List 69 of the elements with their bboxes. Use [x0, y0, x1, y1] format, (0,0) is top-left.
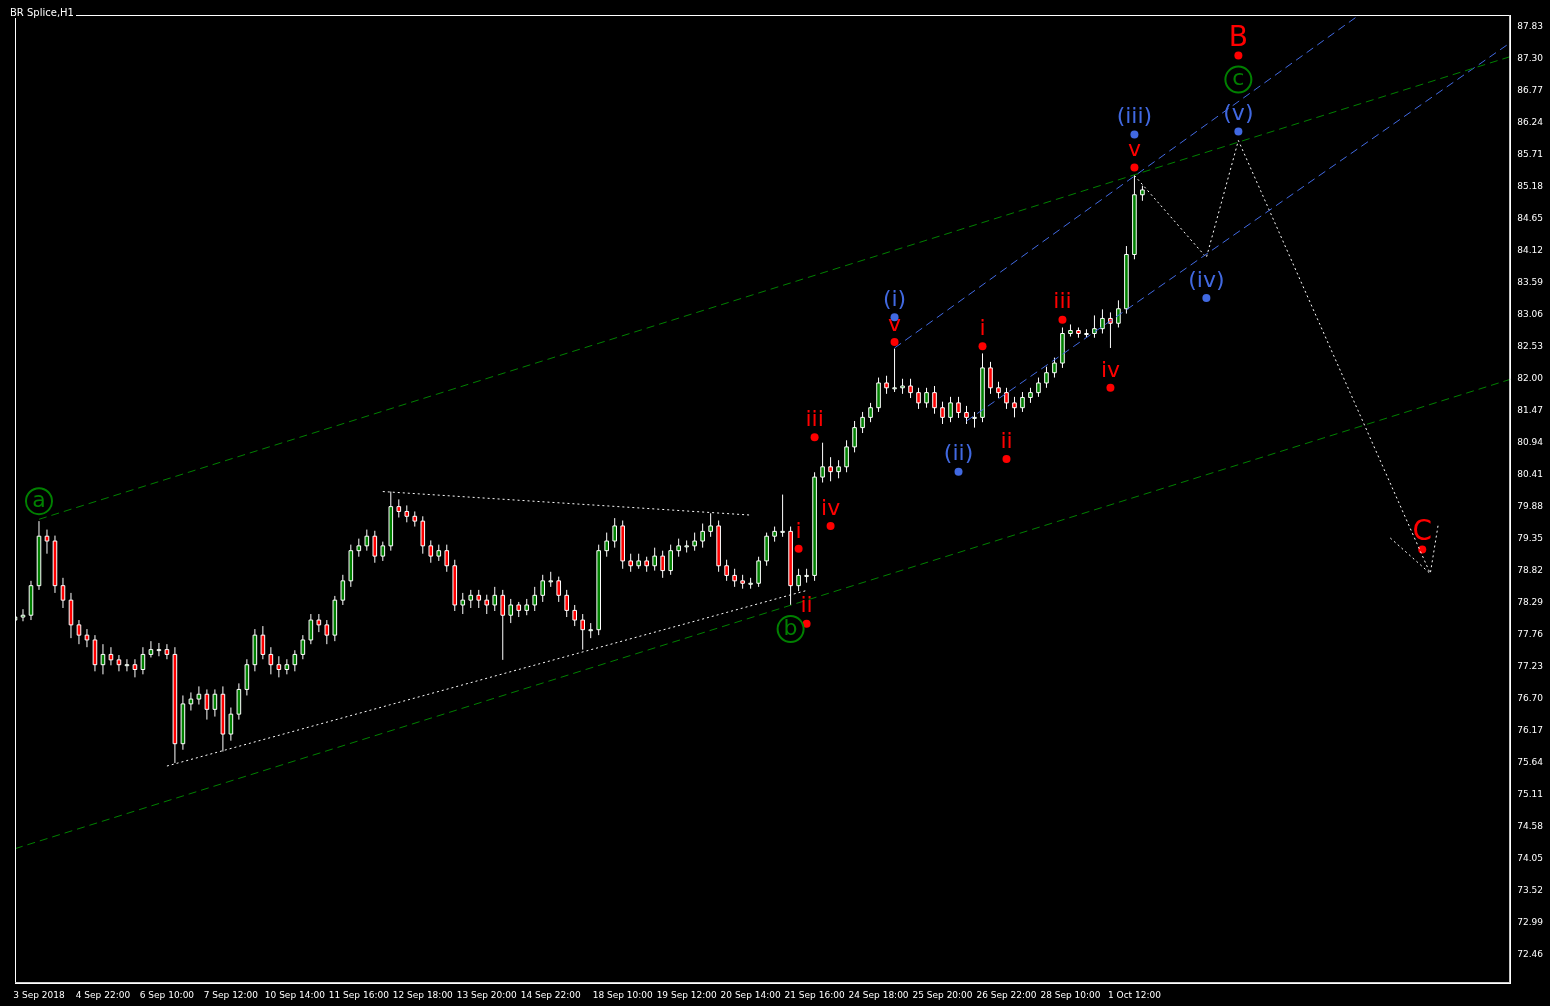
- data-label: (i): [882, 285, 907, 311]
- y-tick-label: 76.70: [1517, 692, 1544, 703]
- y-tick-label: 80.94: [1517, 437, 1544, 448]
- x-tick-label: 13 Sep 20:00: [456, 989, 518, 1000]
- y-tick-label: 75.64: [1517, 756, 1544, 767]
- y-tick-label: 79.88: [1517, 500, 1544, 511]
- data-label: a: [32, 486, 46, 512]
- data-label: i: [979, 314, 986, 340]
- data-label: (iv): [1188, 266, 1225, 292]
- chart-title: BR Splice,H1: [8, 7, 76, 18]
- y-tick-label: 78.82: [1517, 564, 1543, 575]
- data-label: (v): [1223, 100, 1254, 126]
- data-label: v: [1127, 136, 1141, 162]
- y-tick-label: 79.35: [1517, 532, 1543, 543]
- data-label: iii: [1053, 288, 1072, 314]
- y-tick-label: 85.71: [1517, 149, 1543, 160]
- x-tick-label: 14 Sep 22:00: [520, 989, 582, 1000]
- x-tick-label: 10 Sep 14:00: [264, 989, 326, 1000]
- y-tick-label: 72.46: [1517, 948, 1544, 959]
- y-tick-label: 86.77: [1517, 85, 1543, 96]
- y-tick-label: 86.24: [1517, 117, 1544, 128]
- data-label: (iii): [1116, 103, 1153, 129]
- x-tick-label: 25 Sep 20:00: [912, 989, 973, 1000]
- y-tick-label: 84.65: [1517, 213, 1543, 224]
- data-label: ii: [1000, 427, 1013, 453]
- data-label: iv: [821, 494, 841, 520]
- data-label: ii: [800, 592, 813, 618]
- x-tick-label: 24 Sep 18:00: [848, 989, 909, 1000]
- data-label: (ii): [943, 440, 974, 466]
- y-tick-label: 85.18: [1517, 181, 1544, 192]
- x-tick-label: 3 Sep 2018: [13, 989, 65, 1000]
- data-label: iv: [1100, 356, 1121, 382]
- x-tick-label: 7 Sep 12:00: [203, 989, 259, 1000]
- y-tick-label: 87.83: [1517, 21, 1543, 32]
- x-tick-label: 28 Sep 10:00: [1040, 989, 1101, 1000]
- x-tick-label: 19 Sep 12:00: [656, 989, 717, 1000]
- data-label: i: [795, 517, 802, 543]
- y-tick-label: 74.05: [1517, 852, 1543, 863]
- data-label: v: [888, 310, 902, 336]
- x-tick-label: 4 Sep 22:00: [75, 989, 131, 1000]
- y-tick-label: 82.53: [1517, 341, 1543, 352]
- y-tick-label: 73.52: [1517, 884, 1543, 895]
- y-tick-label: 76.17: [1517, 724, 1543, 735]
- y-tick-label: 83.06: [1517, 309, 1544, 320]
- x-tick-label: 26 Sep 22:00: [976, 989, 1037, 1000]
- y-tick-label: 78.29: [1517, 596, 1544, 607]
- data-label: B: [1228, 19, 1248, 53]
- y-tick-label: 80.41: [1517, 469, 1543, 480]
- y-tick-label: 75.11: [1517, 788, 1543, 799]
- y-tick-label: 82.00: [1517, 373, 1544, 384]
- data-label: c: [1232, 65, 1245, 91]
- x-tick-label: 6 Sep 10:00: [139, 989, 195, 1000]
- x-tick-label: 1 Oct 12:00: [1107, 989, 1162, 1000]
- y-tick-label: 77.76: [1517, 628, 1544, 639]
- y-tick-label: 84.12: [1517, 245, 1543, 256]
- x-tick-label: 18 Sep 10:00: [592, 989, 653, 1000]
- y-tick-label: 72.99: [1517, 916, 1544, 927]
- y-tick-label: 74.58: [1517, 820, 1544, 831]
- data-label: iii: [805, 405, 824, 431]
- data-label: b: [783, 614, 798, 640]
- y-tick-label: 81.47: [1517, 405, 1543, 416]
- x-tick-label: 11 Sep 16:00: [328, 989, 390, 1000]
- y-tick-label: 83.59: [1517, 277, 1544, 288]
- y-tick-label: 87.30: [1517, 53, 1544, 64]
- data-label: C: [1412, 513, 1433, 547]
- x-tick-label: 12 Sep 18:00: [392, 989, 454, 1000]
- x-tick-label: 21 Sep 16:00: [784, 989, 845, 1000]
- x-tick-label: 20 Sep 14:00: [720, 989, 781, 1000]
- y-tick-label: 77.23: [1517, 660, 1543, 671]
